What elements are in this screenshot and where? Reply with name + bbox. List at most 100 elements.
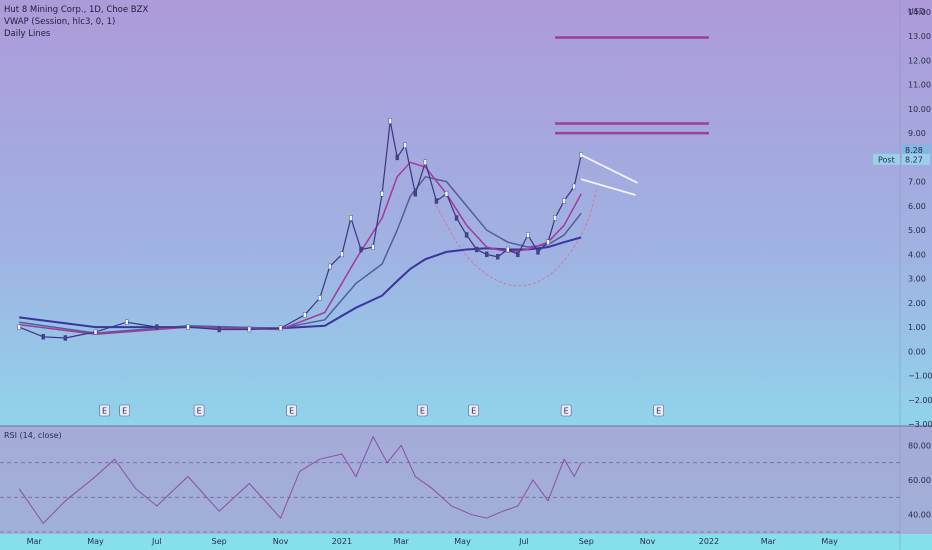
time-x-axis: Mar May Jul Sep Nov 2021 Mar May Jul Sep Nov 2022 Ma… xyxy=(27,537,838,546)
price-point xyxy=(526,232,530,238)
time-tick-label: May xyxy=(87,537,104,546)
price-point xyxy=(423,159,428,165)
time-tick-label: 2021 xyxy=(332,537,352,546)
earnings-marker-label: E xyxy=(122,407,127,416)
time-tick-label: May xyxy=(454,537,471,546)
price-tick-label: 1.00 xyxy=(908,323,926,332)
earnings-marker-box xyxy=(560,404,572,417)
time-tick-label: Nov xyxy=(273,537,289,546)
price-point xyxy=(434,198,439,204)
price-point xyxy=(380,191,384,197)
symbol-title[interactable]: Hut 8 Mining Corp., 1D, Choe BZX xyxy=(4,5,149,15)
price-point xyxy=(464,232,469,238)
price-point xyxy=(17,324,21,330)
post-price-tag-label: 8.27 xyxy=(905,155,923,164)
price-point xyxy=(278,325,283,331)
price-point xyxy=(546,239,550,245)
price-point xyxy=(349,215,353,221)
price-tick-label: 10.00 xyxy=(908,105,931,114)
price-point xyxy=(359,246,363,253)
earnings-marker-label: E xyxy=(197,407,202,416)
wedge-line xyxy=(580,154,638,184)
price-point xyxy=(217,326,221,333)
price-point xyxy=(41,334,45,340)
time-tick-label: 2022 xyxy=(699,537,719,546)
price-tick-label: 7.00 xyxy=(908,178,926,187)
price-point xyxy=(186,324,190,330)
time-tick-label: Sep xyxy=(579,537,594,546)
projection-arc-layer xyxy=(435,186,598,287)
earnings-marker-box xyxy=(286,404,297,417)
rsi-indicator-label[interactable]: RSI (14, close) xyxy=(4,431,62,440)
ma-slow-line xyxy=(18,236,582,330)
earnings-marker-box xyxy=(468,404,479,417)
price-point xyxy=(371,244,375,250)
price-point xyxy=(516,251,520,258)
price-point xyxy=(93,329,98,335)
price-tick-label: 13.00 xyxy=(908,32,931,41)
earnings-marker-label: E xyxy=(656,407,661,416)
earnings-marker-label: E xyxy=(289,407,294,416)
price-tick-label: 12.00 xyxy=(908,56,931,65)
post-price-tag xyxy=(902,153,930,165)
earnings-marker-box xyxy=(119,404,130,417)
time-tick-label: Sep xyxy=(212,537,227,546)
price-point xyxy=(247,326,252,333)
earnings-marker-label: E xyxy=(564,407,569,416)
earnings-marker-label: E xyxy=(102,407,107,416)
price-tick-label: 9.00 xyxy=(908,129,926,138)
time-tick-label: May xyxy=(821,537,838,546)
price-point xyxy=(572,183,576,190)
post-tag-label: Post xyxy=(878,155,895,164)
daily-lines-layer xyxy=(0,36,900,152)
price-point xyxy=(506,246,510,253)
wedge-lines-layer xyxy=(580,154,638,196)
earnings-marker-box xyxy=(193,404,205,417)
price-point xyxy=(403,142,407,148)
time-tick-label: Mar xyxy=(761,537,777,546)
price-tick-label: 0.00 xyxy=(908,347,926,356)
price-point xyxy=(318,295,322,301)
currency-label: USD xyxy=(908,7,925,16)
price-tick-label: −1.00 xyxy=(908,372,932,381)
time-tick-label: Mar xyxy=(394,537,410,546)
moving-averages-layer xyxy=(18,161,582,336)
price-point xyxy=(395,154,399,161)
price-tick-label: 6.00 xyxy=(908,202,926,211)
vwap-indicator-label[interactable]: VWAP (Session, hlc3, 0, 1) xyxy=(4,17,116,27)
wedge-line xyxy=(580,178,636,196)
price-point xyxy=(496,254,500,260)
earnings-marker-label: E xyxy=(420,407,425,416)
price-line xyxy=(18,120,582,339)
rsi-tick-label: 40.00 xyxy=(908,511,931,520)
earnings-marker-box xyxy=(99,404,110,417)
post-tag xyxy=(873,153,900,165)
price-point xyxy=(454,215,459,221)
price-tick-label: 14.00 xyxy=(908,8,931,17)
time-tick-label: Nov xyxy=(640,537,656,546)
price-point xyxy=(63,335,68,341)
price-point xyxy=(388,118,392,124)
price-point xyxy=(328,263,332,270)
price-point xyxy=(340,251,344,258)
earnings-marker-label: E xyxy=(471,407,476,416)
last-price-tag xyxy=(902,144,930,156)
chart-legend: Hut 8 Mining Corp., 1D, Choe BZX VWAP (S… xyxy=(4,4,148,40)
price-tick-label: 5.00 xyxy=(908,226,926,235)
price-point xyxy=(485,251,489,258)
rsi-line xyxy=(18,435,582,525)
earnings-marker-box xyxy=(417,404,428,417)
daily-lines-indicator-label[interactable]: Daily Lines xyxy=(4,29,51,39)
price-point xyxy=(474,246,479,253)
rsi-tick-label: 80.00 xyxy=(908,441,931,450)
price-point xyxy=(413,191,418,197)
rsi-tick-label: 60.00 xyxy=(908,476,931,485)
price-tick-label: 11.00 xyxy=(908,81,931,90)
price-tick-label: 4.00 xyxy=(908,250,926,259)
price-point xyxy=(562,198,566,204)
price-line-layer xyxy=(17,118,583,341)
